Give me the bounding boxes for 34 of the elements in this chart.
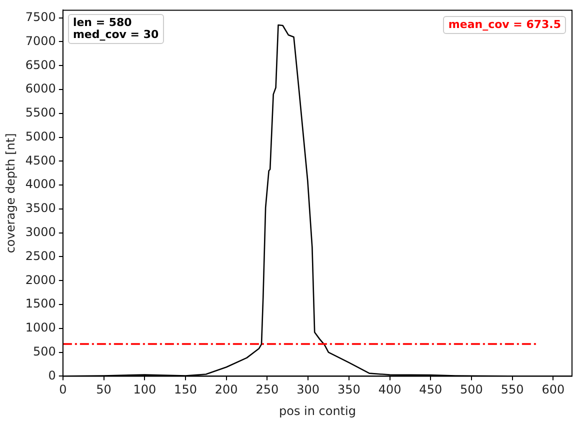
y-tick-label: 6500 (25, 58, 56, 72)
y-axis-title: coverage depth [nt] (3, 133, 18, 254)
y-tick-label: 5000 (25, 129, 56, 144)
x-axis-title: pos in contig (278, 404, 356, 418)
x-tick-label: 200 (214, 382, 238, 397)
y-tick-label: 3500 (25, 201, 56, 216)
x-tick-label: 450 (419, 382, 442, 397)
x-tick-label: 250 (256, 382, 279, 397)
x-tick-label: 500 (460, 382, 483, 397)
y-tick-label: 4000 (25, 177, 56, 192)
y-tick-label: 4500 (25, 153, 56, 168)
x-tick-label: 550 (500, 382, 524, 397)
y-tick-label: 6000 (25, 82, 56, 96)
y-tick-label: 7000 (25, 34, 56, 48)
y-tick-label: 7500 (25, 10, 56, 24)
ref-line-label: mean_cov = 673.5 (443, 16, 566, 34)
x-tick-label: 600 (542, 382, 565, 397)
y-tick-label: 2000 (25, 272, 56, 287)
y-tick-label: 2500 (25, 248, 56, 263)
annotation: len = 580 (72, 16, 133, 30)
y-tick-label: 1500 (25, 296, 56, 311)
x-tick-label: 300 (296, 382, 320, 397)
x-tick-label: 50 (96, 382, 112, 397)
x-tick-label: 0 (59, 382, 67, 397)
y-tick-label: 5500 (25, 106, 56, 120)
y-tick-label: 1000 (25, 320, 56, 335)
y-tick-label: 3000 (25, 224, 56, 239)
x-tick-label: 150 (174, 382, 197, 397)
x-tick-label: 100 (133, 382, 156, 397)
x-tick-label: 400 (378, 382, 402, 397)
annotation: med_cov = 30 (72, 28, 159, 42)
y-tick-label: 500 (33, 344, 56, 358)
x-tick-label: 350 (337, 382, 360, 397)
y-tick-label: 0 (48, 368, 56, 382)
